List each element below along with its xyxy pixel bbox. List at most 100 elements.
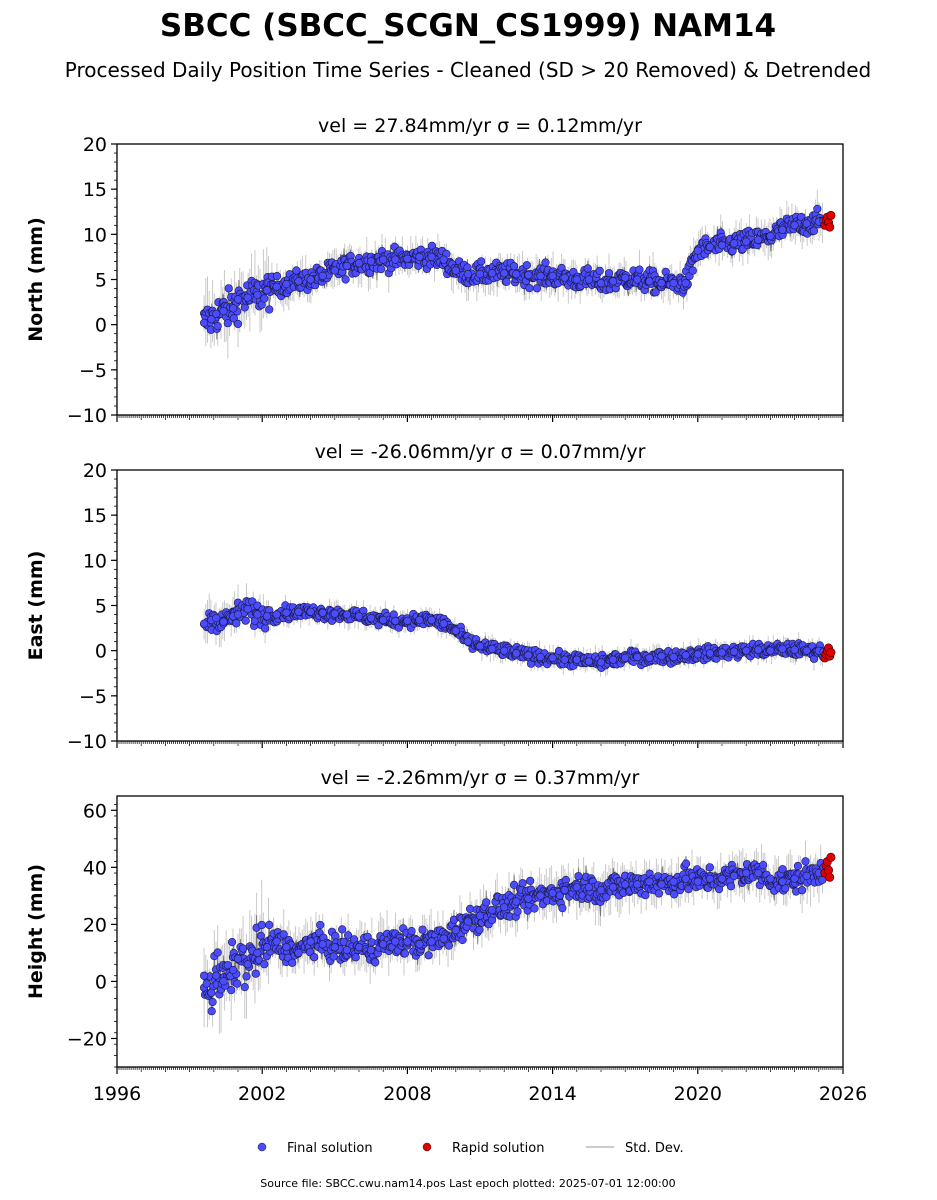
final-point	[223, 319, 232, 328]
final-point	[726, 882, 736, 891]
final-point	[705, 874, 715, 883]
final-point	[207, 988, 216, 997]
final-point	[621, 273, 630, 282]
final-point	[584, 275, 594, 284]
final-point	[228, 937, 237, 947]
final-point	[524, 270, 533, 280]
final-point	[212, 309, 221, 318]
final-point	[294, 277, 303, 286]
final-point	[239, 944, 248, 953]
final-point	[766, 874, 775, 883]
final-point	[251, 969, 260, 978]
final-point	[475, 925, 484, 934]
final-point	[509, 880, 519, 890]
final-point	[294, 948, 303, 958]
final-point	[223, 961, 232, 970]
final-point	[415, 615, 424, 625]
final-point	[530, 904, 539, 913]
final-point	[645, 653, 654, 663]
final-point	[488, 905, 497, 915]
final-point	[463, 917, 473, 926]
final-point	[758, 860, 768, 870]
final-point	[400, 949, 410, 958]
final-point	[645, 277, 654, 286]
final-point	[379, 615, 388, 625]
final-point	[509, 262, 519, 271]
legend-marker	[257, 1142, 267, 1152]
final-point	[260, 294, 269, 303]
final-point	[488, 644, 497, 654]
final-point	[584, 657, 594, 666]
final-point	[265, 920, 274, 930]
final-point	[524, 894, 533, 903]
final-point	[403, 254, 412, 263]
rapid-point	[826, 852, 836, 862]
final-point	[262, 286, 272, 295]
final-point	[344, 931, 353, 940]
final-point	[261, 624, 270, 633]
final-point	[790, 221, 799, 230]
final-point	[525, 284, 534, 293]
final-point	[342, 261, 352, 271]
final-point	[705, 863, 714, 872]
final-point	[451, 925, 460, 935]
y-tick-label: −10	[67, 405, 107, 427]
final-point	[669, 279, 678, 288]
final-point	[670, 890, 679, 899]
final-point	[633, 880, 642, 889]
final-point	[418, 925, 427, 934]
final-point	[318, 608, 327, 617]
final-point	[608, 883, 618, 892]
final-point	[500, 903, 509, 912]
rapid-solution-points	[820, 210, 836, 232]
final-point	[262, 943, 272, 952]
final-point	[379, 940, 388, 949]
final-point	[342, 610, 352, 619]
final-point	[415, 252, 424, 261]
final-point	[524, 651, 533, 660]
final-point	[200, 619, 209, 628]
y-tick-label: 15	[83, 505, 107, 527]
y-tick-label: 0	[95, 971, 107, 993]
final-point	[451, 266, 460, 275]
final-point	[342, 945, 352, 955]
final-point	[219, 617, 228, 626]
y-axis-label: East (mm)	[25, 551, 47, 661]
panel-title: vel = 27.84mm/yr σ = 0.12mm/yr	[318, 115, 642, 137]
x-tick-label: 1996	[93, 1083, 141, 1105]
final-point	[200, 318, 209, 328]
final-point	[265, 305, 274, 314]
final-solution-points	[200, 597, 828, 672]
final-point	[243, 604, 252, 614]
final-point	[583, 264, 592, 273]
final-point	[572, 275, 581, 284]
final-point	[377, 265, 386, 274]
final-point	[257, 920, 266, 930]
final-point	[651, 288, 660, 297]
final-point	[316, 920, 325, 930]
final-point	[424, 951, 433, 960]
final-point	[558, 903, 567, 913]
final-point	[439, 934, 448, 943]
final-point	[532, 284, 542, 293]
legend-label: Rapid solution	[452, 1141, 544, 1156]
final-point	[391, 616, 400, 626]
final-point	[403, 616, 412, 626]
final-point	[219, 307, 228, 316]
panel-north: −10 −5 0 5 10 15 20 vel = 27.84mm/yr σ = 0.12mm…	[25, 115, 844, 427]
final-point	[427, 937, 436, 946]
final-point	[488, 269, 497, 278]
final-solution-points	[200, 857, 828, 1016]
final-point	[693, 246, 702, 255]
final-point	[330, 943, 339, 952]
final-point	[657, 279, 666, 288]
final-point	[809, 226, 819, 235]
final-point	[229, 314, 238, 323]
final-point	[318, 271, 327, 281]
final-point	[367, 257, 376, 266]
final-point	[526, 876, 535, 886]
final-point	[367, 945, 376, 955]
final-point	[500, 646, 509, 655]
y-tick-label: −5	[79, 360, 107, 382]
